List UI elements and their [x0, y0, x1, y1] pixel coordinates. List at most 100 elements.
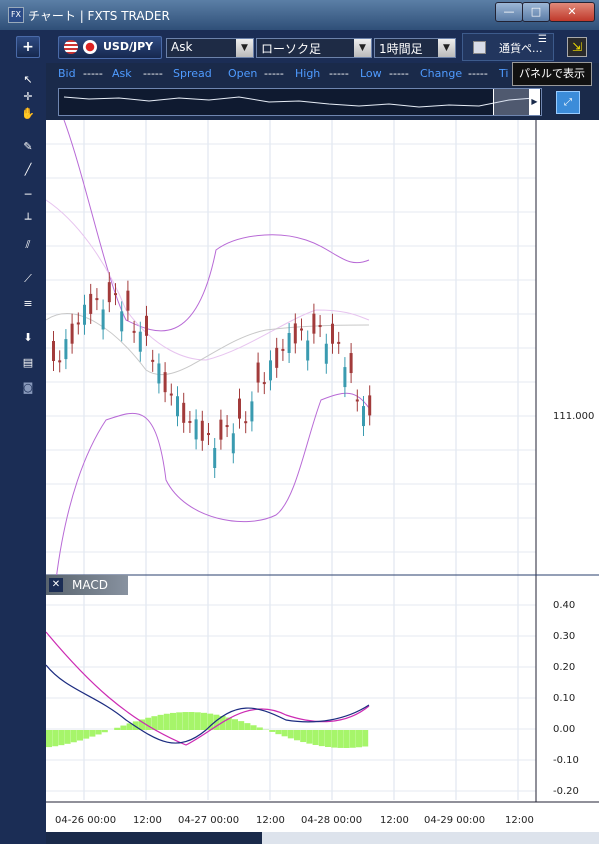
- macd-histogram-bar: [325, 730, 331, 747]
- candle: [188, 420, 192, 423]
- zoom-fit-button[interactable]: ⤢: [556, 91, 580, 114]
- macd-histogram-bar: [244, 723, 251, 730]
- macd-histogram-bar: [170, 712, 176, 730]
- candle: [163, 372, 167, 393]
- candle: [293, 323, 297, 344]
- macd-histogram-bar: [114, 727, 121, 730]
- add-chart-button[interactable]: +: [16, 36, 40, 58]
- macd-histogram-bar: [306, 730, 313, 744]
- cursor-icon[interactable]: ↖: [23, 73, 33, 86]
- download-icon[interactable]: ⬇: [23, 331, 33, 344]
- candle: [306, 340, 310, 361]
- macd-histogram-bar: [331, 730, 338, 748]
- chart-type-value: ローソク足: [261, 42, 322, 56]
- symbol-button[interactable]: USD/JPY: [58, 36, 162, 59]
- candle: [355, 399, 359, 402]
- close-button[interactable]: ✕: [549, 2, 595, 22]
- macd-histogram-bar: [238, 721, 245, 730]
- chart-navigator[interactable]: ▶: [58, 88, 542, 116]
- macd-histogram-bar: [46, 730, 52, 748]
- macd-histogram-bar: [275, 730, 282, 735]
- macd-histogram-bar: [287, 730, 294, 739]
- macd-histogram-bar: [213, 714, 220, 730]
- candle: [126, 290, 130, 311]
- macd-histogram-bar: [349, 730, 356, 748]
- tooltip: パネルで表示: [512, 62, 592, 86]
- macd-histogram-bar: [343, 730, 350, 748]
- macd-histogram-bar: [318, 730, 325, 747]
- candle: [275, 347, 279, 368]
- maximize-button[interactable]: □: [522, 2, 550, 22]
- low-label: Low: [360, 67, 382, 80]
- chart-area[interactable]: [46, 120, 599, 832]
- macd-tick: 0.40: [553, 600, 576, 611]
- fibonacci-icon[interactable]: ≡: [23, 297, 33, 310]
- pairs-checkbox[interactable]: [473, 41, 486, 54]
- system-tray: [262, 832, 599, 844]
- navigator-range-handle[interactable]: [493, 89, 531, 115]
- crosshair-icon[interactable]: ✛: [23, 90, 33, 103]
- macd-histogram-bar: [362, 730, 369, 747]
- macd-histogram-bar: [70, 730, 77, 743]
- macd-histogram-bar: [194, 712, 201, 730]
- minimize-button[interactable]: —: [495, 2, 523, 22]
- candle: [287, 332, 291, 353]
- price-type-select[interactable]: Ask ▼: [166, 38, 254, 58]
- macd-line: [46, 664, 370, 744]
- timeframe-select[interactable]: 1時間足 ▼: [374, 38, 456, 58]
- fan-icon[interactable]: ⟋: [24, 272, 32, 285]
- candle: [213, 447, 217, 468]
- candle: [256, 362, 260, 383]
- pan-icon[interactable]: ✋: [21, 107, 35, 120]
- macd-histogram-bar: [83, 730, 90, 739]
- high-value: -----: [329, 67, 349, 80]
- trendline-icon[interactable]: ╱: [24, 163, 32, 176]
- macd-tick: -0.10: [553, 755, 579, 766]
- candle: [176, 396, 179, 417]
- menu-icon[interactable]: ☰: [538, 34, 547, 45]
- x-axis-label: 12:00: [380, 815, 409, 826]
- candle: [157, 363, 161, 384]
- change-label: Change: [420, 67, 463, 80]
- pairs-label: 通貨ペ...: [499, 42, 543, 55]
- x-axis-label: 04-28 00:00: [301, 815, 363, 826]
- horizontal-line-icon[interactable]: ─: [24, 188, 32, 201]
- price-type-value: Ask: [171, 40, 193, 54]
- chevron-right-icon[interactable]: ▶: [529, 89, 540, 115]
- pencil-icon[interactable]: ✎: [23, 140, 33, 153]
- x-axis-label: 04-26 00:00: [55, 815, 117, 826]
- price-chart: [46, 120, 599, 803]
- candle: [89, 293, 93, 314]
- macd-histogram-bar: [163, 713, 170, 730]
- panel-arrow-icon[interactable]: ⇲: [567, 37, 587, 57]
- macd-histogram-bar: [281, 730, 288, 737]
- macd-histogram-bar: [120, 725, 127, 730]
- candle: [52, 341, 55, 361]
- bid-label: Bid: [58, 67, 76, 80]
- candle: [107, 282, 111, 303]
- middle-band: [46, 199, 370, 361]
- price-axis-label: 111.000: [553, 411, 595, 422]
- macd-histogram-bar: [256, 727, 263, 730]
- macd-histogram-bar: [201, 712, 207, 730]
- camera-icon[interactable]: ◙: [22, 381, 34, 394]
- currency-pairs-toggle[interactable]: 通貨ペ...: [462, 33, 554, 61]
- chart-type-select[interactable]: ローソク足 ▼: [256, 38, 372, 58]
- x-axis-label: 12:00: [133, 815, 162, 826]
- close-icon[interactable]: ✕: [49, 578, 63, 592]
- candle: [312, 313, 316, 334]
- macd-histogram-bar: [225, 717, 232, 730]
- list-icon[interactable]: ▤: [22, 356, 34, 369]
- app-icon: FX: [8, 7, 24, 23]
- spread-label: Spread: [173, 67, 212, 80]
- navigator-sparkline: [63, 96, 535, 108]
- channel-icon[interactable]: ⫽: [25, 238, 31, 251]
- ask-label: Ask: [112, 67, 132, 80]
- macd-histogram-bar: [139, 719, 145, 730]
- x-axis-label: 12:00: [505, 815, 534, 826]
- candle: [250, 401, 254, 422]
- candle: [145, 315, 148, 336]
- candle: [182, 402, 186, 423]
- x-axis-label: 12:00: [256, 815, 285, 826]
- vertical-line-icon[interactable]: ┴: [24, 213, 32, 226]
